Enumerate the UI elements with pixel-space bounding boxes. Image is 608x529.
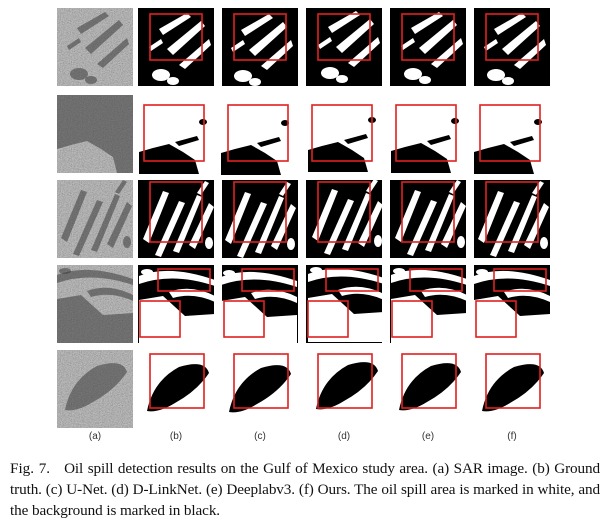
cell-r5-d [306,350,382,428]
highlight-box-r4-c-2 [223,300,265,338]
cell-r5-c [222,350,298,428]
highlight-box-r2-b-1 [143,104,205,162]
cell-r2-a [57,95,133,173]
highlight-box-r4-b-1 [157,268,211,292]
highlight-box-r4-d-2 [307,300,349,338]
highlight-box-r3-c-1 [233,181,287,243]
cell-r4-b [138,265,215,344]
cell-r1-a [57,8,133,86]
results-grid: (a) (b) (c) (d) (e) (f) [57,8,550,442]
highlight-box-r5-b-1 [149,353,205,409]
highlight-box-r4-f-1 [493,268,547,292]
cell-r4-c [221,265,298,345]
column-label-e: (e) [422,431,434,442]
caption-text: Oil spill detection results on the Gulf … [10,460,601,519]
cell-r1-d [306,8,382,86]
highlight-box-r4-d-1 [325,268,379,292]
cell-r1-c [222,8,298,86]
cell-r4-a [57,265,133,343]
cell-r5-b [138,350,214,428]
highlight-box-r3-d-1 [317,181,371,243]
cell-r3-e [390,180,466,258]
cell-r4-f [474,265,550,344]
cell-r1-b [138,8,214,86]
highlight-box-r5-e-1 [401,353,457,409]
cell-r2-c [221,95,298,175]
results-figure: (a) (b) (c) (d) (e) (f) [57,8,550,442]
highlight-box-r1-b-1 [149,13,203,61]
figure-caption: Fig. 7. Oil spill detection results on t… [10,458,600,521]
highlight-box-r2-e-1 [395,104,457,162]
cell-r5-f [474,350,550,428]
cell-r5-a [57,350,133,428]
cell-r2-d [306,94,384,173]
highlight-box-r4-b-2 [139,300,181,338]
cell-r2-e [390,95,467,173]
cell-r4-d [306,265,384,343]
cell-r3-f [474,180,550,258]
highlight-box-r5-f-1 [485,353,541,409]
highlight-box-r1-d-1 [317,13,371,61]
cell-r3-b [138,180,214,258]
highlight-box-r4-c-1 [241,268,295,292]
highlight-box-r3-b-1 [149,181,203,243]
highlight-box-r2-d-1 [311,104,373,162]
cell-r1-f [474,8,550,86]
highlight-box-r4-e-2 [391,300,433,338]
caption-figure-number: Fig. 7. [10,460,51,477]
cell-r3-c [222,180,298,258]
highlight-box-r1-f-1 [485,13,539,61]
highlight-box-r3-f-1 [485,181,539,243]
cell-r2-f [474,95,550,174]
column-label-d: (d) [338,431,350,442]
column-label-b: (b) [170,431,182,442]
highlight-box-r4-e-1 [409,268,463,292]
highlight-box-r5-c-1 [233,353,289,409]
cell-r4-e [390,265,467,343]
column-label-a: (a) [89,431,101,442]
highlight-box-r4-f-2 [475,300,517,338]
column-label-c: (c) [254,431,266,442]
highlight-box-r3-e-1 [401,181,455,243]
highlight-box-r1-c-1 [233,13,287,61]
cell-r3-d [306,179,383,258]
highlight-box-r2-f-1 [479,104,541,162]
cell-r2-b [138,95,215,174]
highlight-box-r5-d-1 [317,353,373,409]
highlight-box-r2-c-1 [227,104,289,162]
cell-r1-e [390,8,466,86]
cell-r5-e [390,350,466,428]
column-label-f: (f) [507,431,516,442]
highlight-box-r1-e-1 [401,13,455,61]
cell-r3-a [57,180,133,258]
